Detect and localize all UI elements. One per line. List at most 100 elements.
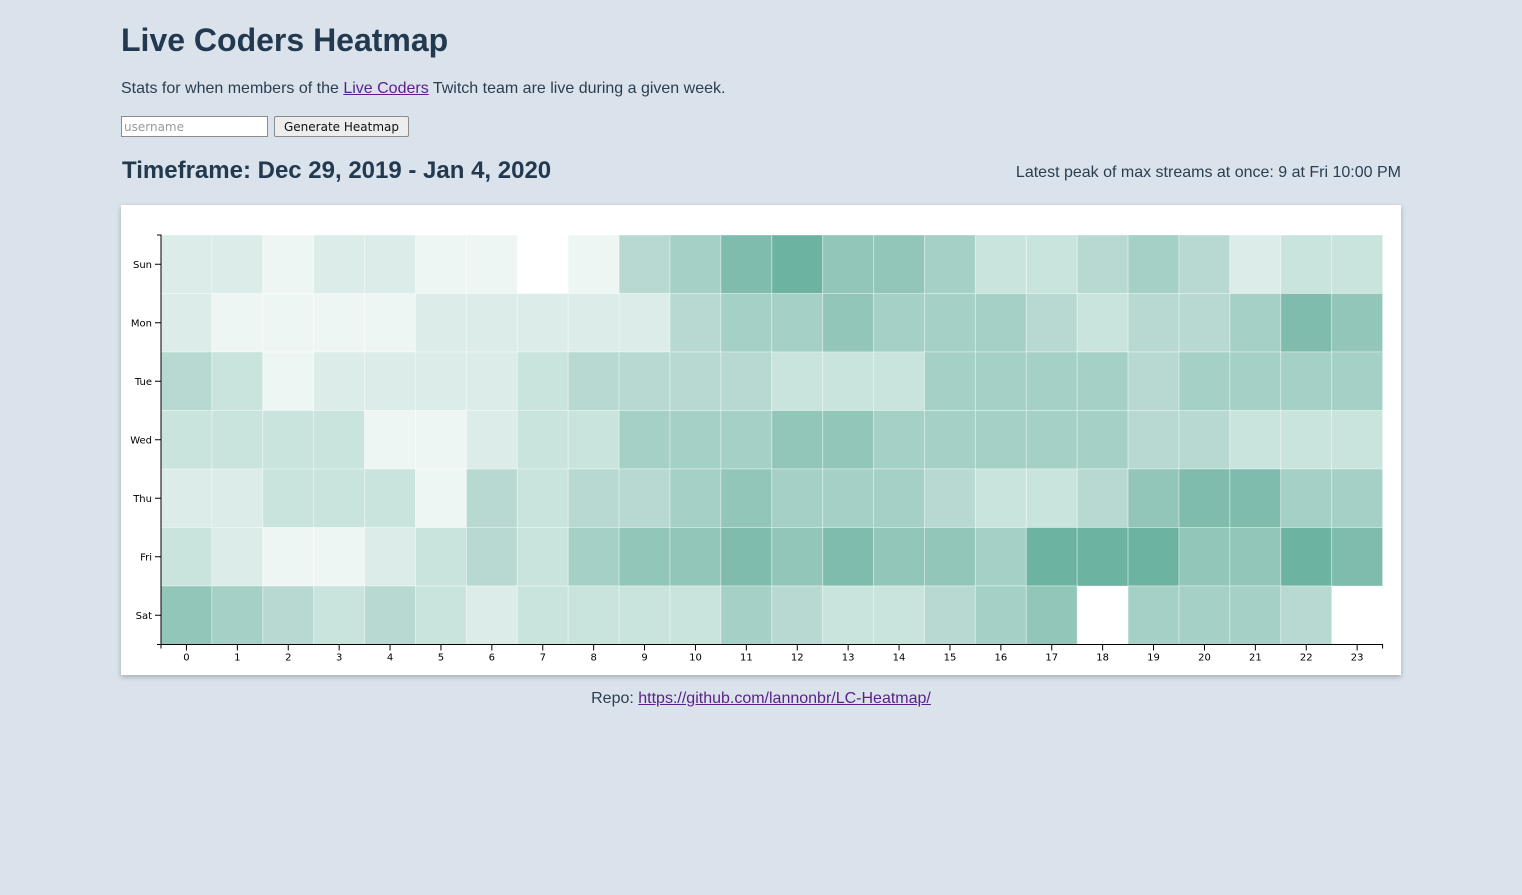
heatmap-cell	[567, 293, 620, 353]
y-tick-label: Fri	[140, 552, 152, 563]
heatmap-cell	[1178, 293, 1231, 353]
heatmap-cell	[771, 527, 824, 587]
heatmap-cell	[415, 410, 467, 470]
heatmap-cell	[720, 527, 773, 587]
x-tick-label: 21	[1249, 653, 1262, 664]
heatmap-cell	[1280, 410, 1333, 470]
username-input[interactable]	[121, 116, 268, 137]
heatmap-cell	[974, 234, 1027, 294]
heatmap-cell	[516, 410, 569, 470]
heatmap-cell	[567, 585, 620, 645]
x-tick-label: 2	[285, 653, 291, 664]
heatmap-cell	[160, 585, 213, 645]
heatmap-cell	[465, 585, 518, 645]
heatmap-cell	[669, 585, 722, 645]
live-coders-link[interactable]: Live Coders	[343, 80, 429, 97]
controls: Generate Heatmap	[121, 116, 409, 137]
heatmap-cell	[974, 293, 1027, 353]
repo-label: Repo:	[591, 690, 639, 707]
heatmap-cell	[618, 527, 671, 587]
heatmap-cell	[974, 585, 1027, 645]
x-tick-label: 8	[590, 653, 596, 664]
heatmap-cell	[364, 293, 417, 353]
heatmap-cell	[1229, 468, 1282, 528]
heatmap-cell	[873, 410, 925, 470]
heatmap-cell	[1280, 468, 1333, 528]
heatmap-cell	[1280, 234, 1333, 294]
x-tick-label: 16	[994, 653, 1007, 664]
heatmap-cell	[1178, 351, 1231, 411]
heatmap-cell	[465, 351, 518, 411]
heatmap-cell	[1076, 234, 1129, 294]
heatmap-cell	[924, 293, 976, 353]
heatmap-cell	[516, 293, 569, 353]
peak-stat: Latest peak of max streams at once: 9 at…	[1015, 164, 1401, 181]
heatmap-cell	[211, 468, 264, 528]
x-tick-label: 4	[387, 653, 393, 664]
intro-text: Stats for when members of the Live Coder…	[121, 80, 725, 98]
y-tick-label: Thu	[132, 494, 152, 505]
heatmap-cell	[160, 234, 213, 294]
repo-link[interactable]: https://github.com/lannonbr/LC-Heatmap/	[638, 690, 931, 707]
heatmap-cell	[516, 527, 569, 587]
generate-heatmap-button[interactable]: Generate Heatmap	[274, 116, 409, 137]
heatmap-cell	[313, 410, 366, 470]
x-tick-label: 15	[944, 653, 957, 664]
y-axis: Sun Mon Tue Wed Thu Fri Sat	[130, 234, 162, 645]
x-tick-label: 1	[234, 653, 240, 664]
repo-line: Repo: https://github.com/lannonbr/LC-Hea…	[121, 690, 1401, 708]
heatmap-cell	[1178, 468, 1231, 528]
y-tick-label: Wed	[130, 435, 152, 446]
heatmap-cell	[822, 351, 875, 411]
heatmap-cell	[211, 410, 264, 470]
heatmap-cell	[262, 293, 315, 353]
heatmap-cell	[415, 293, 467, 353]
heatmap-cell	[924, 234, 976, 294]
heatmap-cell	[771, 410, 824, 470]
heatmap-cell	[364, 468, 417, 528]
heatmap-cell	[1229, 351, 1282, 411]
heatmap-cell	[364, 527, 417, 587]
heatmap-cell	[313, 468, 366, 528]
heatmap-cell	[669, 351, 722, 411]
heatmap-cell	[1178, 585, 1231, 645]
heatmap-cell	[771, 234, 824, 294]
x-tick-label: 22	[1300, 653, 1313, 664]
heatmap-cell	[720, 234, 773, 294]
heatmap-cell	[873, 585, 925, 645]
heatmap-cell	[1331, 234, 1384, 294]
heatmap-cell	[771, 468, 824, 528]
heatmap-cell	[1076, 351, 1129, 411]
y-tick-label: Sun	[133, 260, 152, 271]
heatmap-cell	[873, 234, 925, 294]
heatmap-cell	[567, 527, 620, 587]
heatmap-cell	[669, 293, 722, 353]
heatmap-cell	[822, 585, 875, 645]
heatmap-cell	[160, 351, 213, 411]
heatmap-cell	[415, 351, 467, 411]
heatmap-cell	[567, 234, 620, 294]
timeframe-heading: Timeframe: Dec 29, 2019 - Jan 4, 2020	[122, 157, 552, 184]
y-tick-label: Tue	[134, 377, 152, 388]
heatmap-cell	[211, 527, 264, 587]
heatmap-cell	[211, 585, 264, 645]
heatmap-cell	[364, 351, 417, 411]
heatmap-cell	[1331, 527, 1384, 587]
heatmap-cell	[669, 410, 722, 470]
heatmap-cell	[720, 410, 773, 470]
heatmap-cell	[618, 585, 671, 645]
heatmap-cell	[465, 293, 518, 353]
x-tick-label: 7	[540, 653, 546, 664]
page-title: Live Coders Heatmap	[121, 22, 449, 58]
heatmap-cell	[313, 585, 366, 645]
x-tick-label: 17	[1045, 653, 1058, 664]
heatmap-cell	[1280, 585, 1333, 645]
heatmap-cell	[415, 585, 467, 645]
heatmap-cell	[1229, 234, 1282, 294]
heatmap-cell	[465, 410, 518, 470]
heatmap-cell	[1076, 293, 1129, 353]
x-tick-label: 9	[641, 653, 647, 664]
x-tick-label: 10	[689, 653, 702, 664]
heatmap-cell	[924, 468, 976, 528]
